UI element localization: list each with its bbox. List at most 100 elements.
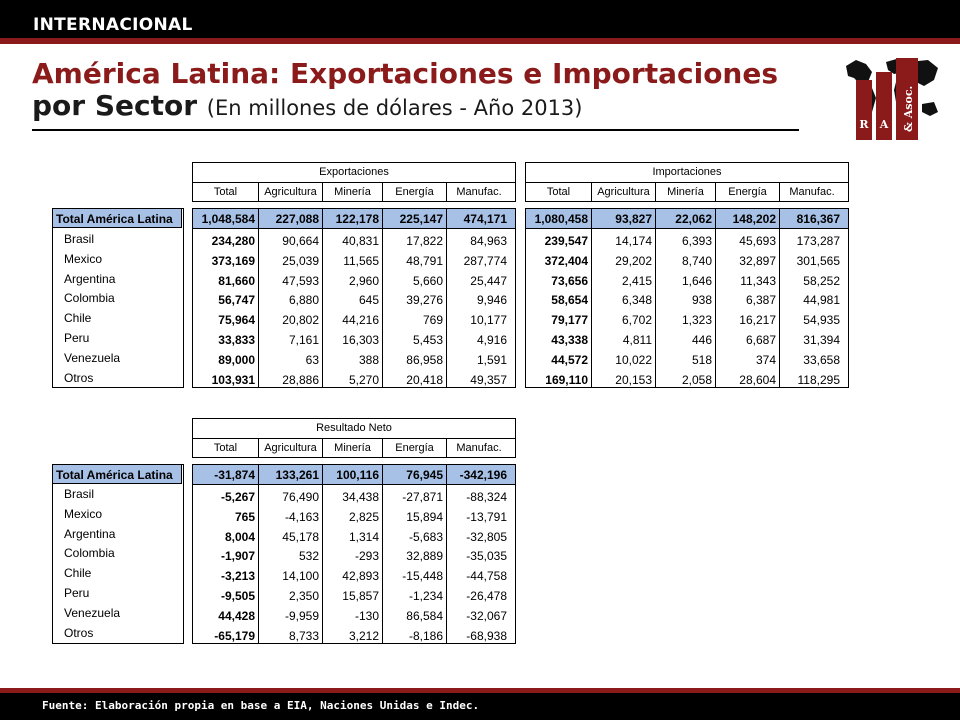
- upper-row-label: Argentina: [64, 271, 116, 286]
- lower-row-label: Mexico: [64, 506, 103, 521]
- resultado-column-header: Minería: [323, 439, 383, 458]
- exportaciones-cell: 81,660: [218, 273, 255, 288]
- exportaciones-column-header: Energía: [383, 183, 447, 202]
- resultado-cell: -293: [354, 549, 379, 564]
- importaciones-cell: 28,604: [739, 372, 776, 387]
- resultado-cell: -3,213: [220, 569, 255, 584]
- exportaciones-cell: 5,270: [348, 372, 379, 387]
- importaciones-cell: 2,415: [621, 273, 652, 288]
- resultado-cell: -88,324: [466, 490, 507, 504]
- title-line1: América Latina: Exportaciones e Importac…: [32, 57, 779, 90]
- top-red-line: [0, 38, 960, 44]
- exportaciones-cell: 75,964: [218, 313, 255, 328]
- importaciones-cell: 29,202: [615, 253, 652, 268]
- resultado-cell: 765: [234, 509, 255, 524]
- exportaciones-cell: 474,171: [463, 212, 507, 226]
- exportaciones-cell: 769: [422, 313, 443, 328]
- importaciones-cell: 118,295: [797, 372, 841, 387]
- top-bar: INTERNACIONAL: [0, 0, 960, 44]
- resultado-cell: -27,871: [402, 490, 443, 504]
- exportaciones-cell: 5,660: [412, 273, 443, 288]
- section-label: INTERNACIONAL: [33, 15, 193, 35]
- exportaciones-column-header: Manufac.: [456, 186, 502, 198]
- page-title: América Latina: Exportaciones e Importac…: [32, 58, 832, 124]
- resultado-cell: -342,196: [459, 468, 507, 482]
- exportaciones-cell: 25,039: [282, 253, 319, 268]
- exportaciones-cell: 40,831: [342, 234, 379, 248]
- importaciones-column-divider: [779, 209, 780, 387]
- resultado-cell: -15,448: [402, 569, 443, 584]
- resultado-cell: -65,179: [214, 628, 255, 643]
- importaciones-cell: 4,811: [622, 333, 652, 347]
- exportaciones-cell: 25,447: [470, 273, 507, 288]
- importaciones-cell: 45,693: [739, 234, 776, 248]
- importaciones-column-header: Minería: [656, 183, 716, 202]
- exportaciones-cell: 86,958: [406, 352, 443, 367]
- importaciones-cell: 372,404: [544, 253, 588, 268]
- importaciones-column-header: Energía: [716, 183, 780, 202]
- source-note: Fuente: Elaboración propia en base a EIA…: [42, 699, 480, 712]
- resultado-cell: 45,178: [282, 529, 319, 544]
- resultado-cell: -4,163: [284, 509, 319, 524]
- lower-total-label: Total América Latina: [52, 464, 182, 484]
- exportaciones-cell: 90,664: [282, 234, 319, 248]
- exportaciones-column-header: Minería: [323, 183, 383, 202]
- lower-row-label: Argentina: [64, 526, 116, 541]
- resultado-cell: -1,234: [408, 589, 443, 603]
- importaciones-cell: 1,646: [681, 273, 712, 288]
- resultado-cell: 76,490: [282, 490, 319, 504]
- lower-row-label: Otros: [64, 625, 94, 640]
- resultado-cell: 133,261: [275, 468, 319, 482]
- logo-asoc: & Asoc.: [902, 86, 915, 132]
- lower-row-label: Colombia: [64, 546, 115, 561]
- resultado-cell: 2,350: [288, 589, 319, 603]
- importaciones-cell: 58,654: [551, 293, 588, 308]
- resultado-cell: 86,584: [406, 608, 443, 623]
- title-subtitle: (En millones de dólares - Año 2013): [206, 96, 583, 120]
- exportaciones-cell: 44,216: [342, 313, 379, 328]
- importaciones-cell: 6,387: [745, 293, 776, 308]
- resultado-cell: -9,959: [284, 608, 319, 623]
- importaciones-cell: 518: [691, 352, 712, 367]
- resultado-cell: -8,186: [408, 628, 443, 643]
- resultado-cell: -32,067: [466, 608, 507, 623]
- importaciones-cell: 169,110: [545, 372, 588, 387]
- exportaciones-cell: 39,276: [406, 293, 443, 308]
- resultado-cell: -32,805: [466, 529, 507, 544]
- importaciones-table-header: Importaciones Total Agricultura Minería Ener…: [525, 162, 849, 202]
- exportaciones-cell: 33,833: [218, 333, 255, 347]
- resultado-cell: -5,683: [408, 529, 443, 544]
- importaciones-cell: 20,153: [615, 372, 652, 387]
- ra-asoc-logo: R A & Asoc.: [846, 58, 938, 140]
- exportaciones-total-row: [193, 209, 515, 229]
- exportaciones-cell: 9,946: [476, 293, 507, 308]
- resultado-cell: 15,894: [406, 509, 443, 524]
- importaciones-column-divider: [591, 209, 592, 387]
- importaciones-cell: 239,547: [544, 234, 588, 248]
- importaciones-cell: 816,367: [796, 212, 840, 226]
- exportaciones-cell: 89,000: [218, 352, 255, 367]
- exportaciones-column-divider: [322, 209, 323, 387]
- upper-row-label: Colombia: [64, 291, 115, 306]
- exportaciones-cell: 20,802: [282, 313, 319, 328]
- exportaciones-cell: 225,147: [399, 212, 443, 226]
- importaciones-cell: 93,827: [615, 212, 652, 226]
- importaciones-total-row: [526, 209, 848, 229]
- exportaciones-cell: 234,280: [211, 234, 255, 248]
- logo-letter-a: A: [879, 118, 889, 131]
- resultado-cell: 8,004: [224, 529, 255, 544]
- exportaciones-cell: 5,453: [412, 333, 443, 347]
- resultado-column-divider: [382, 465, 383, 643]
- importaciones-cell: 14,174: [615, 234, 652, 248]
- upper-row-label: Venezuela: [64, 350, 121, 365]
- resultado-cell: -13,791: [466, 509, 507, 524]
- exportaciones-table-header: Exportaciones Total Agricultura Minería Ener…: [192, 162, 516, 202]
- importaciones-column-header: Manufac.: [789, 186, 835, 198]
- resultado-cell: -130: [354, 608, 379, 623]
- resultado-column-header: Energía: [383, 439, 447, 458]
- importaciones-column-header: Agricultura: [592, 183, 656, 202]
- exportaciones-column-header: Agricultura: [259, 183, 323, 202]
- resultado-cell: 532: [298, 549, 319, 564]
- importaciones-column-divider: [655, 209, 656, 387]
- exportaciones-cell: 7,161: [288, 333, 319, 347]
